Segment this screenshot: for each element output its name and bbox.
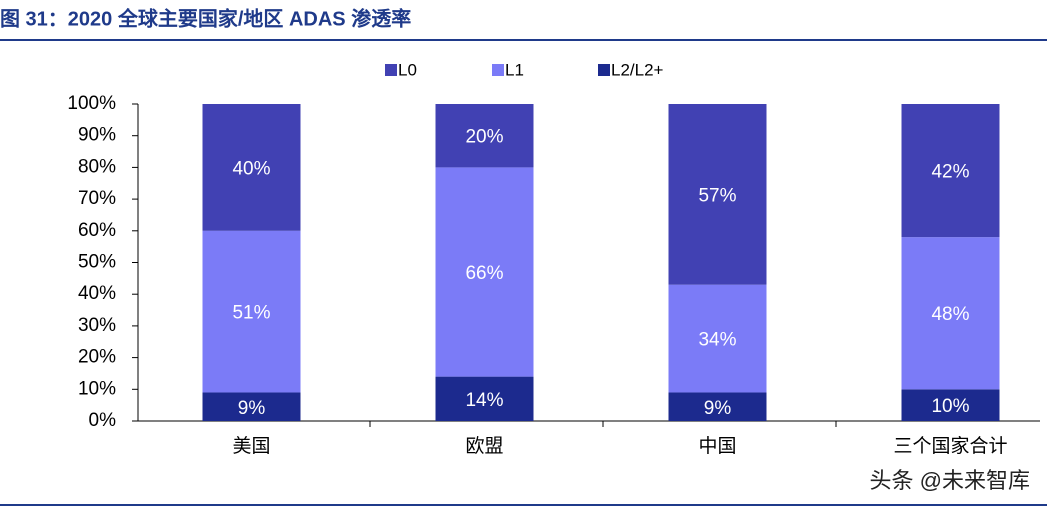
data-label: 20% (465, 127, 503, 148)
data-label: 34% (698, 330, 736, 351)
y-tick-label: 10% (78, 378, 116, 399)
data-label: 14% (465, 390, 503, 411)
bar-segment (668, 104, 767, 285)
y-tick-label: 20% (78, 347, 116, 368)
bar-segment (202, 104, 301, 231)
data-label: 9% (704, 398, 732, 419)
data-label: 51% (232, 303, 270, 324)
data-label: 48% (931, 304, 969, 325)
y-tick-label: 30% (78, 315, 116, 336)
y-tick-label: 100% (67, 93, 116, 114)
x-tick-label: 三个国家合计 (893, 435, 1007, 457)
bar-segment (668, 392, 767, 421)
bar-segment (435, 104, 534, 168)
data-label: 10% (931, 396, 969, 417)
y-tick-label: 0% (89, 410, 117, 431)
data-label: 9% (238, 398, 266, 419)
bar-segment (435, 167, 534, 377)
bar-segment (901, 237, 1000, 390)
y-tick-label: 50% (78, 252, 116, 273)
legend-label: L1 (505, 60, 524, 79)
bar-segment (435, 376, 534, 421)
y-tick-label: 80% (78, 156, 116, 177)
bar-segment (202, 230, 301, 393)
legend-swatch (492, 64, 504, 76)
x-tick-label: 欧盟 (465, 435, 503, 457)
data-label: 42% (931, 162, 969, 183)
y-tick-label: 70% (78, 188, 116, 209)
legend-label: L0 (398, 60, 417, 79)
bar-segment (668, 284, 767, 393)
y-tick-label: 90% (78, 125, 116, 146)
data-label: 57% (698, 185, 736, 206)
bar-segment (202, 392, 301, 421)
bar-segment (901, 104, 1000, 238)
data-label: 66% (465, 263, 503, 284)
y-tick-label: 40% (78, 283, 116, 304)
y-tick-label: 60% (78, 220, 116, 241)
legend-swatch (385, 64, 397, 76)
chart-title: 图 31：2020 全球主要国家/地区 ADAS 渗透率 (0, 6, 411, 30)
legend-swatch (598, 64, 610, 76)
watermark: 头条 @未来智库 (870, 468, 1030, 493)
data-label: 40% (232, 158, 270, 179)
bar-segment (901, 389, 1000, 421)
x-tick-label: 中国 (698, 435, 736, 457)
legend-label: L2/L2+ (611, 60, 664, 79)
x-tick-label: 美国 (232, 435, 270, 457)
